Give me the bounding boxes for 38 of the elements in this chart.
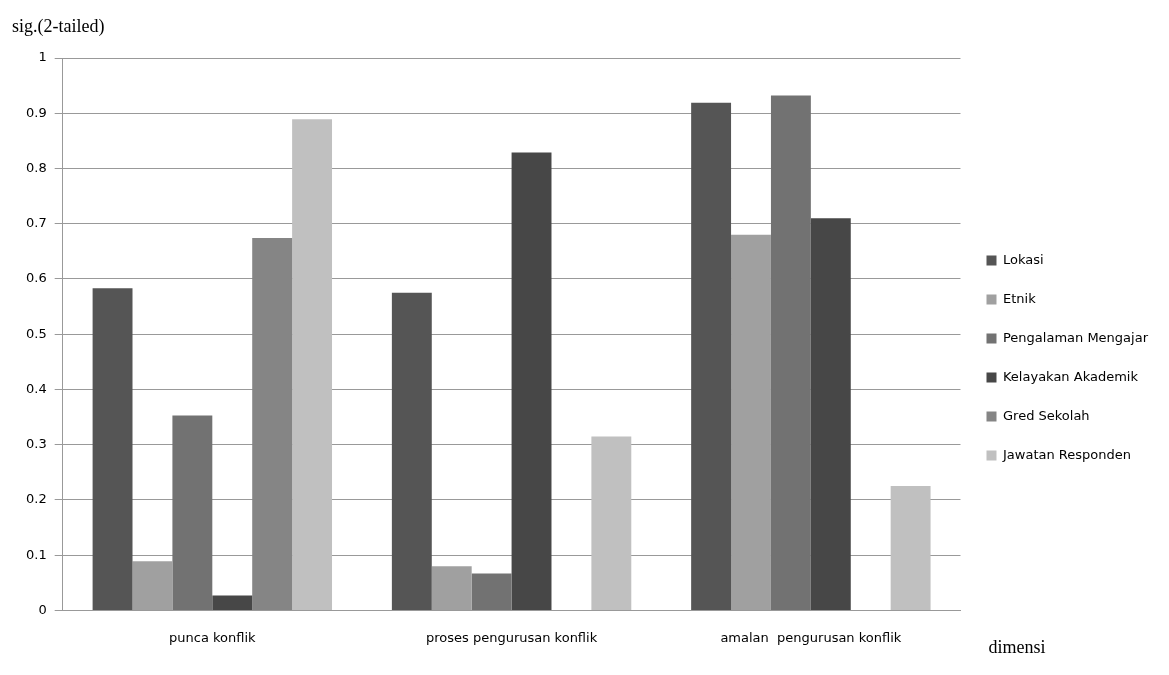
y-tick-label: 0.9 xyxy=(25,104,47,120)
x-tick-label: punca konflik xyxy=(169,629,257,645)
y-tick-label: 0.4 xyxy=(25,380,47,396)
legend-label: Pengalaman Mengajar xyxy=(1002,329,1149,345)
bar xyxy=(471,573,512,610)
bar xyxy=(431,566,472,610)
bar xyxy=(511,152,552,610)
legend-label: Lokasi xyxy=(1002,251,1044,267)
bar xyxy=(292,119,333,610)
y-tick-label: 0.7 xyxy=(25,215,47,231)
y-tick-label: 1 xyxy=(38,49,47,65)
y-tick-label: 0.3 xyxy=(25,436,47,452)
bar xyxy=(252,238,293,610)
bar xyxy=(691,102,732,610)
bar xyxy=(890,486,931,610)
bar xyxy=(731,234,771,610)
x-tick-label: proses pengurusan konflik xyxy=(425,629,598,645)
y-tick-label: 0.1 xyxy=(25,546,47,562)
bar xyxy=(132,561,173,610)
bar xyxy=(770,95,811,610)
bar xyxy=(92,288,133,610)
legend-label: Kelayakan Akademik xyxy=(1002,368,1139,384)
bar xyxy=(810,218,851,610)
legend-label: Etnik xyxy=(1002,290,1037,306)
legend-label: Gred Sekolah xyxy=(1002,407,1090,423)
y-axis-title: sig.(2-tailed) xyxy=(12,15,105,37)
bar xyxy=(591,436,632,610)
bar xyxy=(391,292,432,610)
y-tick-label: 0.6 xyxy=(25,270,47,286)
y-tick-label: 0.8 xyxy=(25,159,47,175)
bar xyxy=(212,595,253,610)
y-tick-label: 0.2 xyxy=(25,491,47,507)
legend-label: Jawatan Responden xyxy=(1001,446,1131,462)
x-axis-title: dimensi xyxy=(988,637,1046,658)
y-tick-label: 0 xyxy=(38,601,47,617)
x-tick-label: amalan pengurusan konflik xyxy=(720,629,902,645)
bar xyxy=(172,415,213,610)
y-tick-label: 0.5 xyxy=(25,325,47,341)
